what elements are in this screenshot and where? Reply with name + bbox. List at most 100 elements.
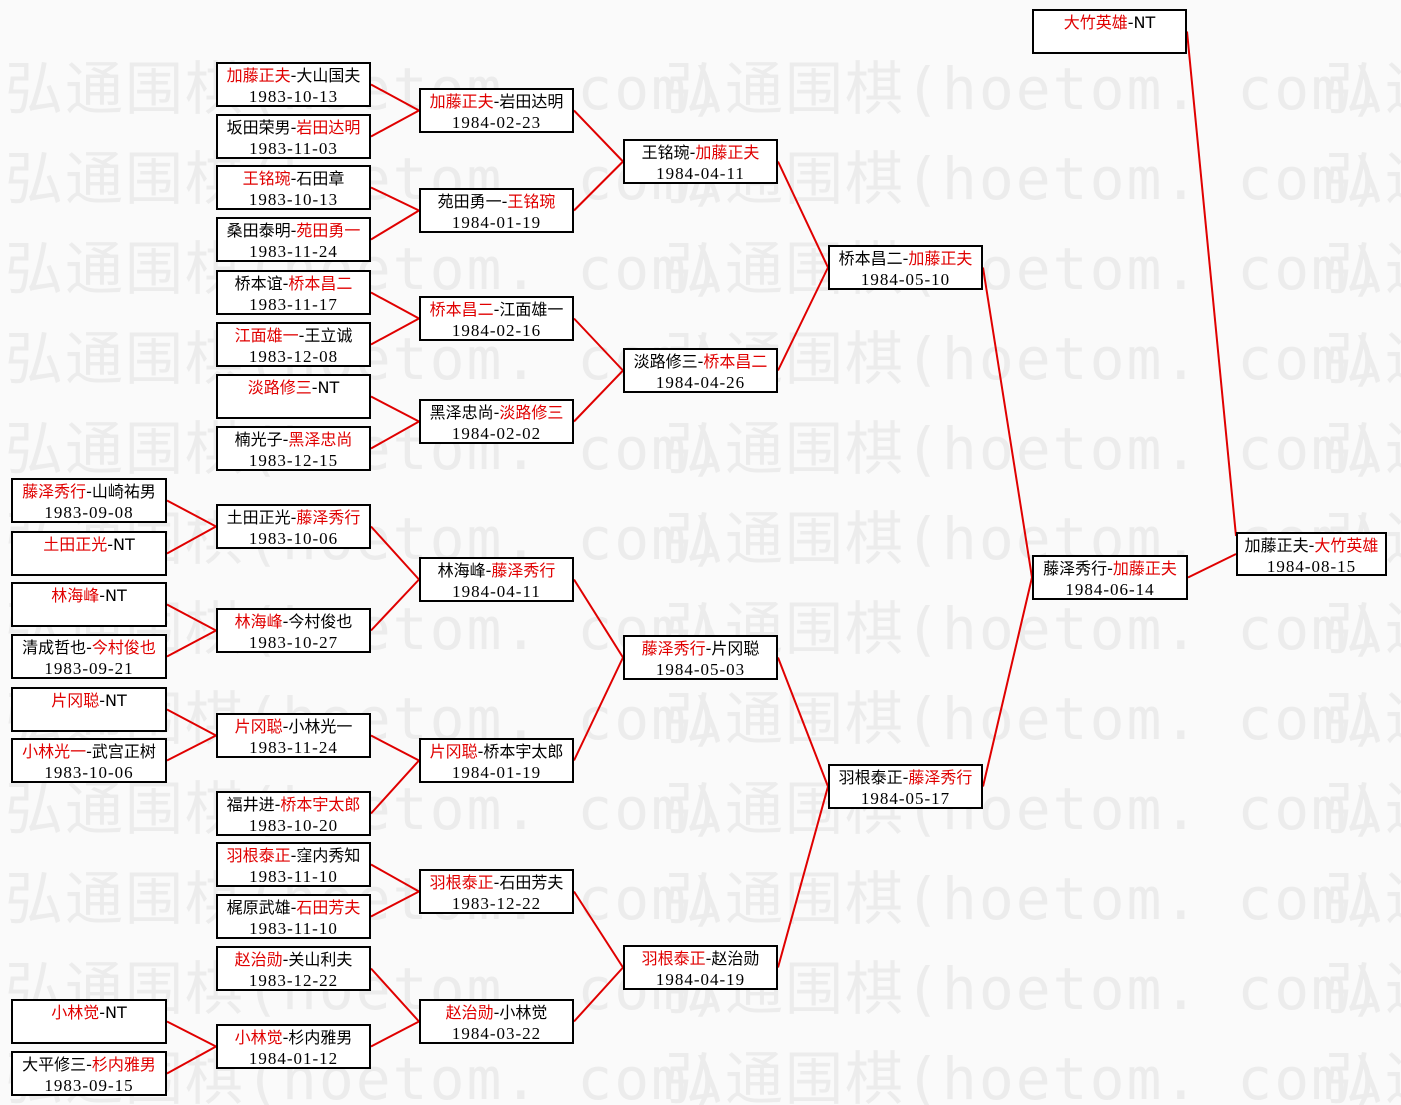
versus-dash: - <box>274 795 281 814</box>
watermark-text: 弘通围棋(hoetom. com) <box>1325 325 1401 393</box>
versus-dash: - <box>290 221 297 240</box>
match-date: 1984-02-23 <box>451 113 542 132</box>
player-name: 桥本昌二 <box>288 274 353 293</box>
match-box[interactable]: 桥本谊-桥本昌二 1983-11-17 <box>216 270 371 315</box>
versus-dash: - <box>282 274 289 293</box>
watermark-text: 弘通围棋(hoetom. com) <box>1325 685 1401 753</box>
player-name: 福井进 <box>226 795 275 814</box>
match-date: 1984-03-22 <box>451 1024 542 1043</box>
match-players: 桥本昌二-加藤正夫 <box>830 248 981 269</box>
match-players: 坂田荣男-岩田达明 <box>218 117 369 138</box>
match-box[interactable]: 清成哲也-今村俊也 1983-09-21 <box>11 634 167 679</box>
player-name: 王铭琬 <box>641 143 690 162</box>
player-name: 羽根泰正 <box>838 768 903 787</box>
match-box[interactable]: 梶原武雄-石田芳夫 1983-11-10 <box>216 894 371 939</box>
match-date: 1983-12-08 <box>248 347 339 366</box>
player-name: 窪内秀知 <box>296 846 361 865</box>
match-box[interactable]: 小林觉-杉内雅男 1984-01-12 <box>216 1024 371 1069</box>
match-players: 赵治勋-小林觉 <box>421 1002 572 1023</box>
match-date: 1983-12-15 <box>248 451 339 470</box>
connector-line <box>982 577 1033 787</box>
match-box[interactable]: 羽根泰正-赵治勋 1984-04-19 <box>623 945 778 990</box>
match-players: 桥本谊-桥本昌二 <box>218 273 369 294</box>
connector-line <box>166 629 217 658</box>
match-box[interactable]: 藤泽秀行-片冈聪 1984-05-03 <box>623 635 778 680</box>
match-box[interactable]: 王铭琬-石田章 1983-10-13 <box>216 165 371 210</box>
match-players: 加藤正夫-大竹英雄 <box>1238 535 1385 556</box>
match-box[interactable]: 藤泽秀行-加藤正夫 1984-06-14 <box>1032 555 1188 600</box>
match-box[interactable]: 桥本昌二-江面雄一 1984-02-16 <box>419 296 574 341</box>
player-name: 石田章 <box>296 169 345 188</box>
watermark-text: 弘通围棋(hoetom. com) <box>1325 955 1401 1023</box>
versus-dash: - <box>902 768 909 787</box>
match-players: 林海峰-藤泽秀行 <box>421 560 572 581</box>
versus-dash: - <box>290 169 297 188</box>
match-box[interactable]: 苑田勇一-王铭琬 1984-01-19 <box>419 188 574 233</box>
match-box[interactable]: 林海峰-今村俊也 1983-10-27 <box>216 608 371 653</box>
watermark-text: 弘通围棋(hoetom. com) <box>1325 235 1401 303</box>
player-name: NT <box>317 378 340 397</box>
connector-line <box>1187 553 1237 579</box>
versus-dash: - <box>493 1003 500 1022</box>
match-players: 王铭琬-石田章 <box>218 168 369 189</box>
match-box[interactable]: 黑泽忠尚-淡路修三 1984-02-02 <box>419 399 574 444</box>
match-box[interactable]: 羽根泰正-藤泽秀行 1984-05-17 <box>828 764 983 809</box>
match-box[interactable]: 羽根泰正-石田芳夫 1983-12-22 <box>419 869 574 914</box>
match-box[interactable]: 桑田泰明-苑田勇一 1983-11-24 <box>216 217 371 262</box>
match-box[interactable]: 大竹英雄-NT <box>1032 9 1187 54</box>
player-name: 桑田泰明 <box>226 221 291 240</box>
player-name: 坂田荣男 <box>226 118 291 137</box>
match-box[interactable]: 江面雄一-王立诚 1983-12-08 <box>216 322 371 367</box>
versus-dash: - <box>86 1055 92 1074</box>
connector-line <box>982 267 1033 578</box>
match-players: 淡路修三-桥本昌二 <box>625 351 776 372</box>
match-box[interactable]: 赵治勋-小林觉 1984-03-22 <box>419 999 574 1044</box>
versus-dash: - <box>311 378 318 397</box>
match-box[interactable]: 小林光一-武宫正树 1983-10-06 <box>11 738 167 783</box>
match-box[interactable]: 片冈聪-桥本宇太郎 1984-01-19 <box>419 738 574 783</box>
match-date: 1984-05-03 <box>655 660 746 679</box>
match-box[interactable]: 坂田荣男-岩田达明 1983-11-03 <box>216 114 371 159</box>
match-box[interactable]: 淡路修三-桥本昌二 1984-04-26 <box>623 348 778 393</box>
versus-dash: - <box>282 430 289 449</box>
match-box[interactable]: 林海峰-藤泽秀行 1984-04-11 <box>419 557 574 602</box>
watermark-text: 弘通围棋(hoetom. com) <box>1325 1045 1401 1105</box>
match-box[interactable]: 羽根泰正-窪内秀知 1983-11-10 <box>216 842 371 887</box>
match-box[interactable]: 楠光子-黑泽忠尚 1983-12-15 <box>216 426 371 471</box>
match-box[interactable]: 加藤正夫-大竹英雄 1984-08-15 <box>1236 532 1387 576</box>
player-name: 今村俊也 <box>91 638 156 657</box>
match-box[interactable]: 土田正光-NT <box>11 531 167 576</box>
match-box[interactable]: 片冈聪-小林光一 1983-11-24 <box>216 713 371 758</box>
match-box[interactable]: 赵治勋-关山利夫 1983-12-22 <box>216 946 371 991</box>
player-name: 苑田勇一 <box>437 192 502 211</box>
match-box[interactable]: 王铭琬-加藤正夫 1984-04-11 <box>623 139 778 184</box>
watermark-text: 弘通围棋(hoetom. com) <box>665 145 1385 213</box>
player-name: 藤泽秀行 <box>908 768 973 787</box>
match-box[interactable]: 桥本昌二-加藤正夫 1984-05-10 <box>828 245 983 290</box>
connector-line <box>370 395 420 423</box>
match-box[interactable]: 土田正光-藤泽秀行 1983-10-06 <box>216 504 371 549</box>
connector-line <box>370 83 420 112</box>
match-box[interactable]: 福井进-桥本宇太郎 1983-10-20 <box>216 791 371 836</box>
connector-line <box>573 317 624 372</box>
versus-dash: - <box>902 249 909 268</box>
match-box[interactable]: 林海峰-NT <box>11 582 167 627</box>
watermark-text: 弘通围棋(hoetom. com) <box>665 235 1385 303</box>
match-box[interactable]: 片冈聪-NT <box>11 687 167 732</box>
match-box[interactable]: 加藤正夫-大山国夫 1983-10-13 <box>216 62 371 107</box>
player-name: 藤泽秀行 <box>1043 559 1108 578</box>
versus-dash: - <box>282 717 289 736</box>
player-name: 加藤正夫 <box>908 249 973 268</box>
match-box[interactable]: 小林觉-NT <box>11 999 167 1044</box>
match-players: 羽根泰正-窪内秀知 <box>218 845 369 866</box>
match-players: 藤泽秀行-片冈聪 <box>625 638 776 659</box>
match-box[interactable]: 加藤正夫-岩田达明 1984-02-23 <box>419 88 574 133</box>
match-box[interactable]: 藤泽秀行-山崎祐男 1983-09-08 <box>11 478 167 523</box>
match-box[interactable]: 淡路修三-NT <box>216 374 371 419</box>
watermark-text: 弘通围棋(hoetom. com) <box>1325 865 1401 933</box>
connector-line <box>370 420 420 450</box>
match-box[interactable]: 大平修三-杉内雅男 1983-09-15 <box>11 1051 167 1096</box>
match-date: 1984-04-26 <box>655 373 746 392</box>
match-date: 1983-09-08 <box>44 503 134 522</box>
